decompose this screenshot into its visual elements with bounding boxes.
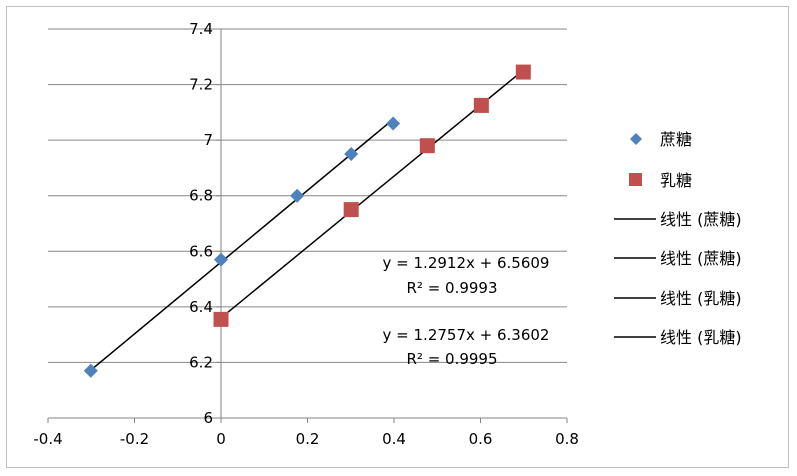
x-tick-label: 0.4 <box>382 430 406 448</box>
legend-marker-sucrose <box>630 133 642 145</box>
y-tick-label: 6.6 <box>189 242 213 260</box>
x-tick-label: 0.6 <box>469 430 493 448</box>
legend-label-trend-2: 线性 (蔗糖) <box>660 249 742 268</box>
data-point-lactose <box>473 97 489 113</box>
y-tick-label: 7 <box>203 131 213 149</box>
legend-label-sucrose: 蔗糖 <box>660 130 692 149</box>
data-point-sucrose <box>83 363 98 378</box>
data-point-lactose <box>343 202 359 218</box>
y-tick-label: 6.8 <box>189 187 213 205</box>
y-tick-label: 6.2 <box>189 353 213 371</box>
data-point-lactose <box>515 64 531 80</box>
trendlines <box>90 69 524 371</box>
trendline-equations: y = 1.2912x + 6.5609 R² = 0.9993 y = 1.2… <box>383 254 550 368</box>
data-point-lactose <box>419 138 435 154</box>
legend-label-trend-4: 线性 (乳糖) <box>660 328 742 347</box>
y-tick-label: 6.4 <box>189 298 213 316</box>
data-point-sucrose <box>290 188 305 203</box>
x-tick-label: 0 <box>216 430 226 448</box>
legend-label-trend-1: 线性 (蔗糖) <box>660 210 742 229</box>
data-point-sucrose <box>344 147 359 162</box>
chart-frame <box>6 6 789 468</box>
x-tick-label: -0.2 <box>120 430 149 448</box>
trendline-sucrose <box>90 118 394 371</box>
y-tick-label: 7.4 <box>189 20 213 38</box>
equation-lactose: y = 1.2757x + 6.3602 <box>383 326 550 344</box>
data-point-lactose <box>213 311 229 327</box>
y-tick-label: 7.2 <box>189 76 213 94</box>
y-tick-label: 6 <box>203 409 213 427</box>
x-tick-label: 0.8 <box>555 430 579 448</box>
x-tick-label: 0.2 <box>296 430 320 448</box>
data-points <box>83 64 531 378</box>
legend-label-lactose: 乳糖 <box>660 171 692 190</box>
x-tick-label: -0.4 <box>33 430 62 448</box>
legend-marker-lactose <box>629 173 642 186</box>
r2-lactose: R² = 0.9995 <box>406 350 497 368</box>
tick-labels: 6 6.2 6.4 6.6 6.8 7 7.2 7.4 -0.4 -0.2 0 0.2 0.4 0.6 0.… <box>33 20 579 448</box>
r2-sucrose: R² = 0.9993 <box>406 279 497 297</box>
trendline-lactose <box>220 69 524 319</box>
data-point-sucrose <box>386 116 401 131</box>
data-point-sucrose <box>214 252 228 267</box>
equation-sucrose: y = 1.2912x + 6.5609 <box>383 254 550 272</box>
legend-label-trend-3: 线性 (乳糖) <box>660 289 742 308</box>
legend: 蔗糖 乳糖 线性 (蔗糖) 线性 (蔗糖) 线性 (乳糖) 线性 (乳糖) <box>614 130 742 347</box>
axes <box>47 28 568 423</box>
